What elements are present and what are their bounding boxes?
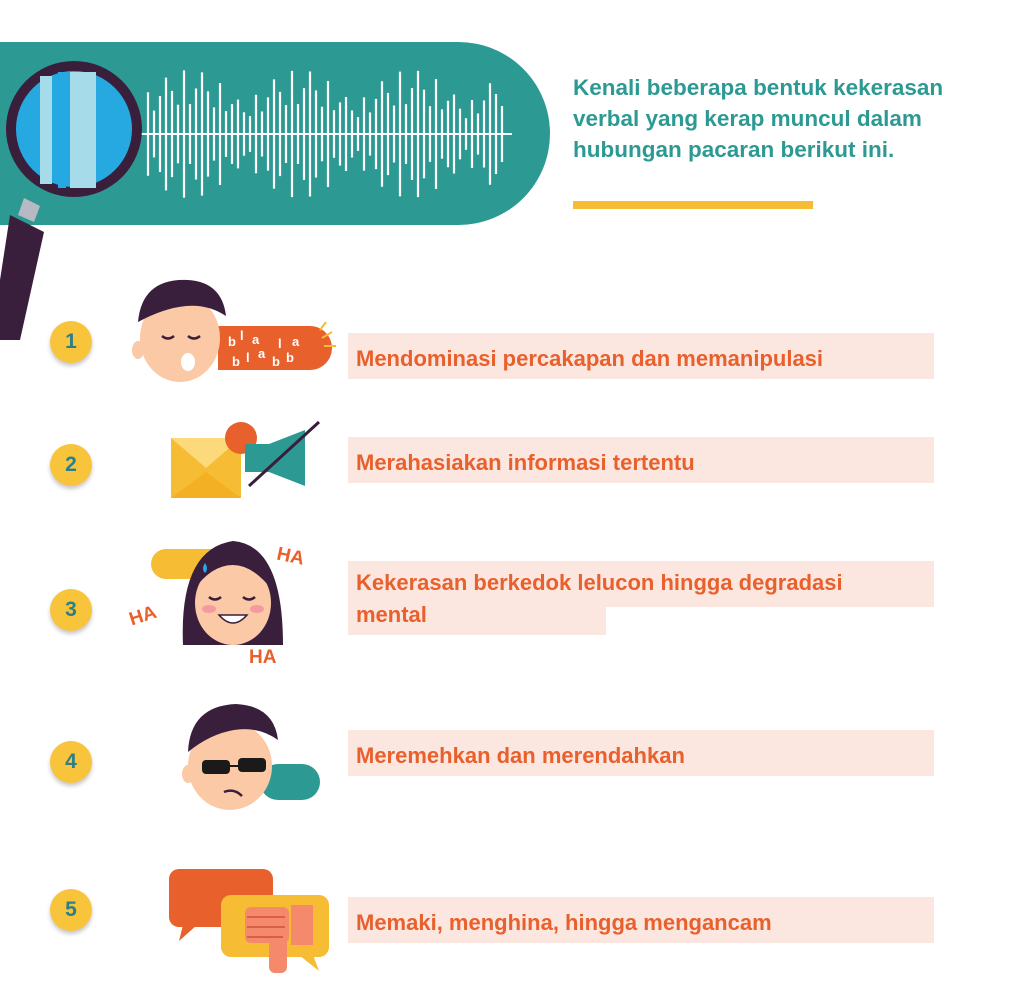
thumbs-down-speech-icon: [169, 869, 329, 973]
item-label: Memaki, menghina, hingga mengancam: [356, 910, 772, 935]
headline-underline: [573, 201, 813, 209]
bla-letter: a: [252, 332, 260, 347]
bla-letter: b: [228, 334, 236, 349]
envelope-muted-speaker-icon: [171, 420, 321, 498]
headline: Kenali beberapa bentuk kekerasan verbal …: [573, 75, 944, 162]
item-label-box: Kekerasan berkedok lelucon hingga degrad…: [348, 561, 934, 635]
item-number-badge: 3: [50, 589, 92, 631]
bla-letter: l: [240, 328, 244, 343]
talking-face-icon: b l a b l a b b l a: [132, 279, 336, 382]
magnifying-glass-icon: [0, 61, 142, 340]
ha-text: HA: [249, 647, 277, 668]
item-label: Merahasiakan informasi tertentu: [356, 450, 695, 475]
item-label-box: Memaki, menghina, hingga mengancam: [348, 897, 934, 943]
item-number-badge: 5: [50, 889, 92, 931]
sunglasses-man-icon: [182, 704, 320, 810]
item-number-badge: 1: [50, 321, 92, 363]
sound-wave-graphic: [140, 70, 512, 198]
item-label-box: Mendominasi percakapan dan memanipulasi: [348, 333, 934, 379]
item-label: Kekerasan berkedok lelucon hingga degrad…: [356, 570, 843, 627]
item-label-box: Merahasiakan informasi tertentu: [348, 437, 934, 483]
laughing-woman-icon: HA HA HA: [127, 541, 306, 668]
bla-letter: b: [232, 354, 240, 369]
item-label-box: Meremehkan dan merendahkan: [348, 730, 934, 776]
bla-letter: l: [278, 336, 282, 351]
item-label: Meremehkan dan merendahkan: [356, 743, 685, 768]
bla-letter: b: [286, 350, 294, 365]
bla-letter: a: [258, 346, 266, 361]
item-label: Mendominasi percakapan dan memanipulasi: [356, 346, 824, 371]
bla-letter: a: [292, 334, 300, 349]
bla-letter: l: [246, 350, 250, 365]
ha-text: HA: [275, 544, 306, 570]
bla-letter: b: [272, 354, 280, 369]
item-number-badge: 4: [50, 741, 92, 783]
ha-text: HA: [127, 602, 160, 631]
item-number-badge: 2: [50, 444, 92, 486]
